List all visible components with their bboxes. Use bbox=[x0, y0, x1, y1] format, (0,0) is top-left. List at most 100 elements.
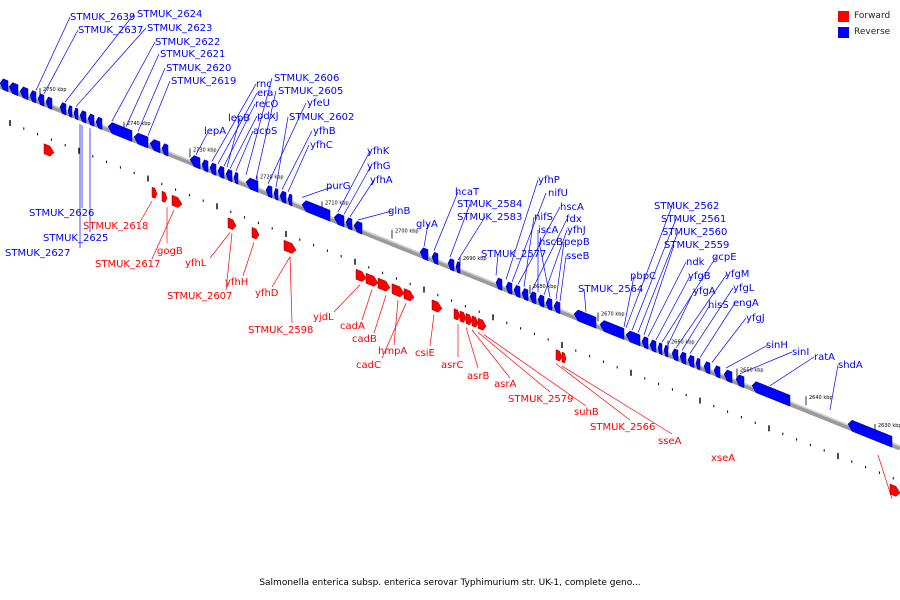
forward-gene-label: xseA bbox=[711, 453, 735, 464]
reverse-gene-label: STMUK_2583 bbox=[457, 212, 522, 223]
reverse-gene bbox=[671, 348, 679, 362]
leader-line bbox=[235, 130, 254, 172]
leader-line bbox=[255, 90, 277, 180]
reverse-gene-label: STMUK_2623 bbox=[147, 23, 212, 34]
leader-line bbox=[449, 203, 471, 258]
reverse-gene bbox=[87, 113, 95, 127]
reverse-gene bbox=[663, 344, 669, 358]
label-leader-lines bbox=[35, 13, 893, 499]
forward-gene-label: cadA bbox=[340, 321, 365, 332]
reverse-gene-label: hscA bbox=[560, 202, 584, 213]
reverse-gene-label: STMUK_2561 bbox=[661, 214, 726, 225]
forward-gene-label: STMUK_2607 bbox=[167, 291, 232, 302]
reverse-gene bbox=[107, 122, 133, 142]
forward-gene bbox=[365, 272, 379, 287]
reverse-gene bbox=[67, 105, 73, 118]
reverse-gene-label: ratA bbox=[814, 352, 835, 363]
reverse-gene bbox=[209, 162, 217, 176]
leader-line bbox=[281, 130, 313, 190]
reverse-gene bbox=[0, 78, 9, 93]
leader-line bbox=[75, 27, 147, 107]
reverse-gene-label: era bbox=[257, 88, 273, 99]
reverse-gene bbox=[679, 351, 687, 365]
reverse-gene-label: yfhA bbox=[370, 175, 393, 186]
reverse-gene-label: STMUK_2577 bbox=[481, 249, 546, 260]
reverse-gene-label: shdA bbox=[838, 360, 863, 371]
reverse-gene bbox=[723, 369, 733, 384]
leader-line bbox=[433, 191, 459, 251]
leader-line bbox=[661, 256, 717, 343]
reverse-gene bbox=[201, 159, 209, 173]
leader-line bbox=[225, 233, 233, 291]
tick-label: 2730 kbp bbox=[193, 147, 217, 153]
reverse-gene-label: pbpC bbox=[630, 271, 656, 282]
forward-gene bbox=[377, 277, 391, 292]
reverse-gene-label: hscB bbox=[539, 237, 563, 248]
reverse-gene bbox=[59, 102, 67, 116]
reverse-gene-label: glyA bbox=[416, 219, 438, 230]
leader-line bbox=[583, 288, 587, 312]
reverse-gene bbox=[19, 86, 29, 101]
legend-item-reverse: Reverse bbox=[838, 24, 898, 40]
leader-line bbox=[226, 117, 241, 168]
leader-line bbox=[555, 363, 631, 421]
forward-gene-label: sseA bbox=[658, 436, 682, 447]
legend-label-reverse: Reverse bbox=[854, 27, 891, 37]
reverse-gene-label: yfgL bbox=[733, 283, 755, 294]
reverse-gene bbox=[455, 261, 461, 274]
reverse-swatch bbox=[838, 26, 849, 38]
reverse-gene-label: pdxJ bbox=[257, 111, 279, 122]
reverse-gene bbox=[529, 291, 537, 305]
forward-gene bbox=[555, 349, 563, 362]
leader-line bbox=[739, 351, 793, 374]
reverse-gene bbox=[8, 82, 19, 97]
leader-line bbox=[561, 365, 673, 435]
leader-line bbox=[343, 165, 372, 215]
forward-gene bbox=[403, 288, 415, 302]
leader-line bbox=[125, 53, 160, 127]
reverse-gene bbox=[847, 419, 893, 448]
reverse-gene-label: fdx bbox=[566, 214, 582, 225]
reverse-gene bbox=[513, 284, 521, 299]
leader-line bbox=[301, 186, 333, 198]
reverse-gene bbox=[287, 193, 293, 207]
tick-label: 2720 kbp bbox=[260, 174, 284, 180]
leader-line bbox=[229, 115, 258, 169]
reverse-gene bbox=[573, 309, 597, 329]
reverse-gene bbox=[279, 190, 287, 204]
forward-gene bbox=[561, 351, 567, 364]
reverse-gene-label: yfhC bbox=[310, 140, 333, 151]
reverse-gene bbox=[751, 381, 791, 407]
forward-gene-label: gogB bbox=[157, 246, 183, 257]
reverse-gene-label: pepB bbox=[564, 237, 590, 248]
leader-line bbox=[423, 223, 429, 247]
reverse-gene-label: STMUK_2621 bbox=[160, 49, 225, 60]
reverse-gene-label: yfhG bbox=[367, 161, 391, 172]
reverse-gene-label: gcpE bbox=[712, 252, 737, 263]
leader-line bbox=[477, 331, 551, 393]
reverse-gene-label: yfgM bbox=[725, 269, 749, 280]
leader-line bbox=[429, 314, 435, 347]
forward-gene bbox=[171, 194, 183, 208]
leader-line bbox=[271, 256, 291, 288]
forward-gene-label: cadB bbox=[352, 334, 377, 345]
leader-line bbox=[349, 179, 375, 217]
legend-label-forward: Forward bbox=[854, 11, 891, 21]
reverse-gene bbox=[29, 90, 37, 104]
forward-gene-label: yfhD bbox=[255, 288, 279, 299]
leader-line bbox=[381, 303, 407, 359]
leader-line bbox=[64, 13, 135, 103]
forward-gene bbox=[227, 217, 237, 230]
forward-swatch bbox=[838, 10, 849, 22]
leader-line bbox=[523, 216, 535, 287]
leader-line bbox=[465, 327, 479, 369]
leader-line bbox=[151, 209, 175, 260]
reverse-gene bbox=[233, 171, 239, 185]
reverse-gene bbox=[505, 281, 513, 295]
leader-line bbox=[538, 241, 551, 298]
reverse-gene bbox=[545, 297, 553, 311]
forward-gene bbox=[391, 283, 405, 298]
reverse-gene bbox=[687, 354, 695, 369]
reverse-gene-label: STMUK_2564 bbox=[578, 284, 643, 295]
